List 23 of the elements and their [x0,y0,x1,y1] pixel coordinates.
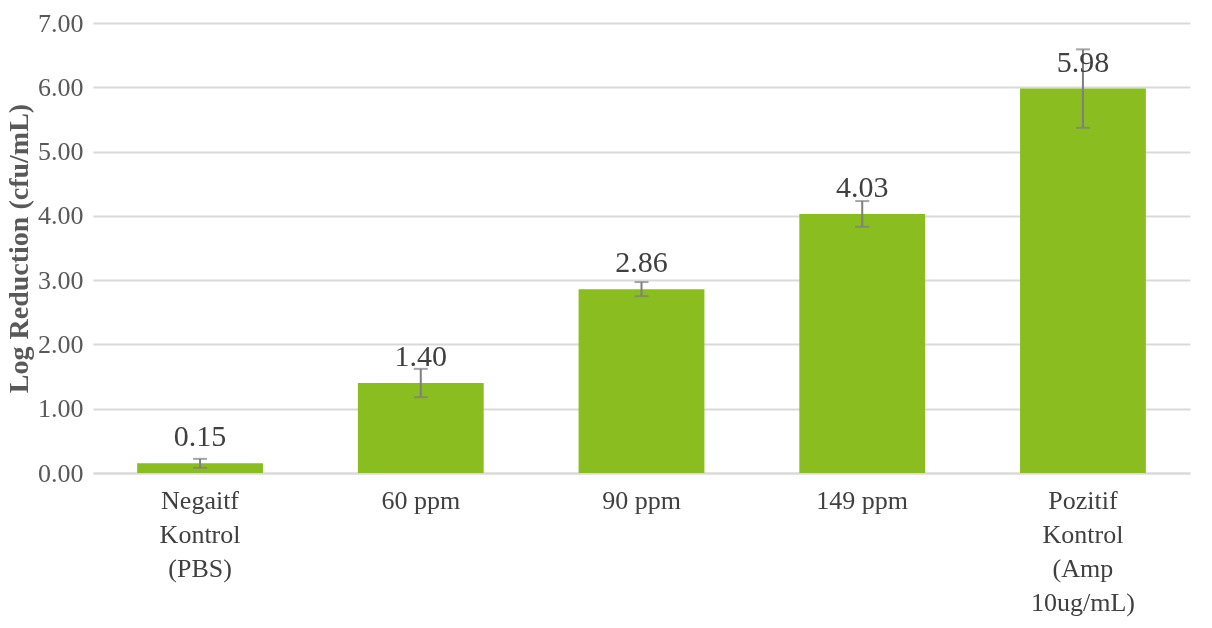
bar [578,289,705,473]
x-tick-label: 90 ppm [602,485,681,515]
x-tick-label: 149 ppm [816,485,909,515]
data-label: 4.03 [835,169,889,203]
bar [137,463,263,473]
y-tick-label: 1.00 [38,394,84,424]
bar [1020,88,1146,473]
y-tick-label: 0.00 [38,458,84,488]
bar [799,213,926,473]
y-tick-label: 4.00 [38,201,84,231]
y-tick-label: 6.00 [38,72,84,102]
x-tick-label: Pozitif Kontrol (Amp 10ug/mL) [1030,485,1135,617]
data-label: 2.86 [615,245,668,279]
data-label: 1.40 [394,339,448,372]
y-axis-title: Log Reduction (cfu/mL) [3,103,34,394]
y-tick-label: 2.00 [38,329,84,359]
y-tick-label: 5.00 [38,137,84,167]
data-label: 0.15 [173,419,227,453]
x-tick-label: Negaitf Kontrol (PBS) [159,485,241,583]
x-tick-label: 60 ppm [381,485,461,515]
bar [357,383,484,473]
y-tick-label: 3.00 [38,265,84,295]
y-tick-label: 7.00 [38,8,84,38]
